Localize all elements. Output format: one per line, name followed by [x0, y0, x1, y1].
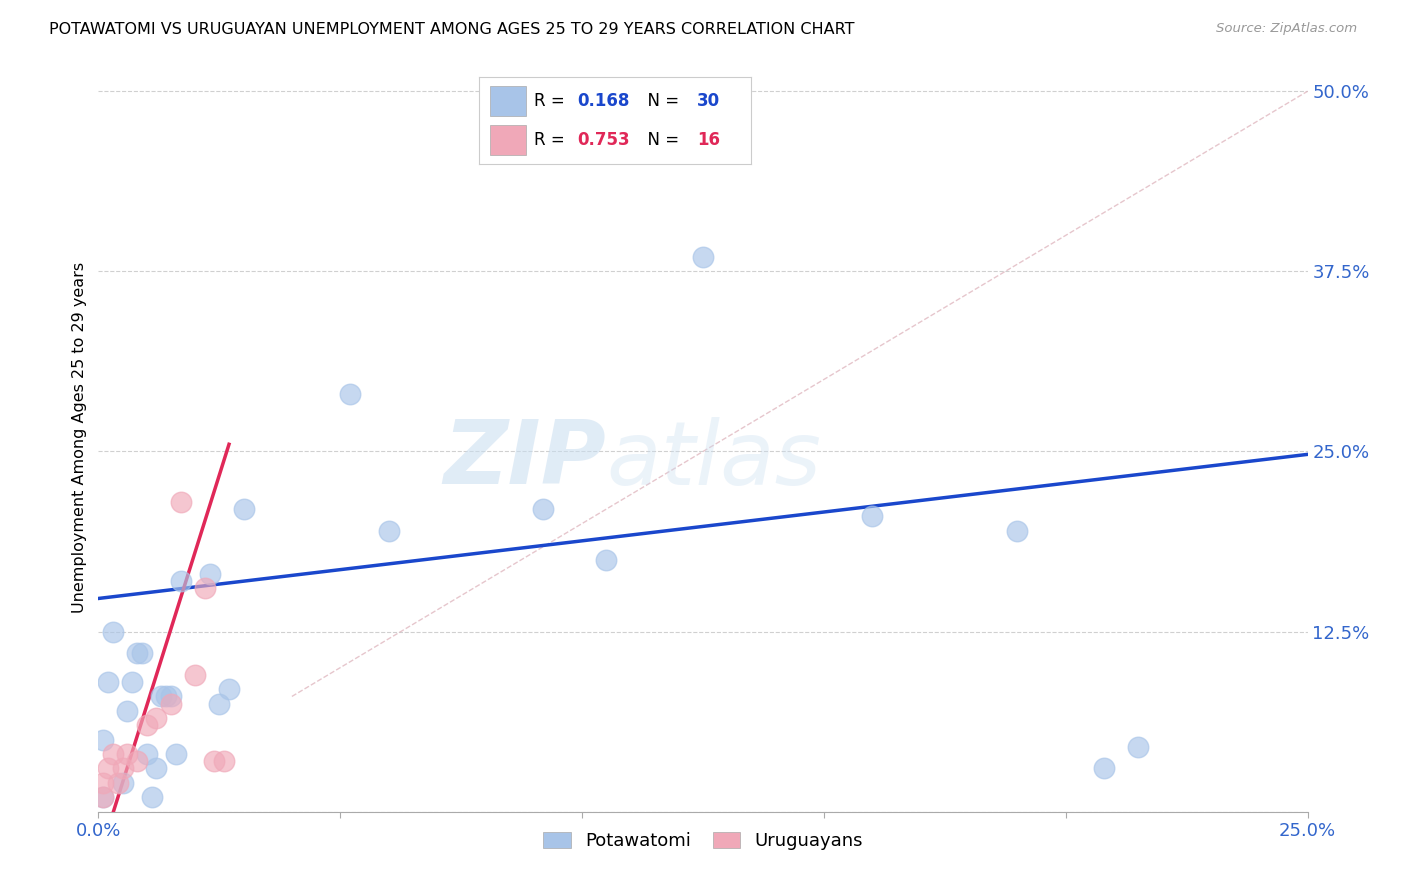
- Point: [198, 566, 221, 581]
- Point: [111, 762, 134, 776]
- Point: [1128, 739, 1150, 754]
- Text: Source: ZipAtlas.com: Source: ZipAtlas.com: [1216, 22, 1357, 36]
- Point: [339, 387, 361, 401]
- Point: [194, 582, 217, 596]
- Point: [860, 509, 883, 524]
- Point: [97, 675, 120, 690]
- Point: [1007, 524, 1029, 538]
- Point: [91, 790, 114, 805]
- Point: [169, 574, 191, 589]
- Point: [141, 790, 163, 805]
- Point: [208, 697, 231, 711]
- Point: [111, 776, 134, 790]
- Point: [97, 762, 120, 776]
- Point: [107, 776, 129, 790]
- Point: [165, 747, 187, 761]
- Point: [531, 502, 554, 516]
- Point: [117, 747, 139, 761]
- Point: [121, 675, 143, 690]
- Point: [91, 790, 114, 805]
- Point: [212, 754, 235, 768]
- Point: [160, 690, 183, 704]
- Point: [155, 690, 177, 704]
- Point: [150, 690, 173, 704]
- Point: [117, 704, 139, 718]
- Point: [232, 502, 254, 516]
- Point: [377, 524, 399, 538]
- Point: [101, 624, 124, 639]
- Point: [131, 646, 153, 660]
- Text: atlas: atlas: [606, 417, 821, 502]
- Point: [169, 495, 191, 509]
- Point: [101, 747, 124, 761]
- Point: [135, 747, 157, 761]
- Point: [91, 732, 114, 747]
- Point: [145, 711, 167, 725]
- Point: [135, 718, 157, 732]
- Text: POTAWATOMI VS URUGUAYAN UNEMPLOYMENT AMONG AGES 25 TO 29 YEARS CORRELATION CHART: POTAWATOMI VS URUGUAYAN UNEMPLOYMENT AMO…: [49, 22, 855, 37]
- Text: ZIP: ZIP: [443, 416, 606, 503]
- Point: [595, 552, 617, 566]
- Y-axis label: Unemployment Among Ages 25 to 29 years: Unemployment Among Ages 25 to 29 years: [72, 261, 87, 613]
- Point: [184, 668, 207, 682]
- Point: [160, 697, 183, 711]
- Point: [1094, 762, 1116, 776]
- Point: [692, 250, 714, 264]
- Point: [204, 754, 226, 768]
- Point: [127, 646, 149, 660]
- Point: [127, 754, 149, 768]
- Point: [91, 776, 114, 790]
- Legend: Potawatomi, Uruguayans: Potawatomi, Uruguayans: [534, 822, 872, 859]
- Point: [218, 682, 240, 697]
- Point: [145, 762, 167, 776]
